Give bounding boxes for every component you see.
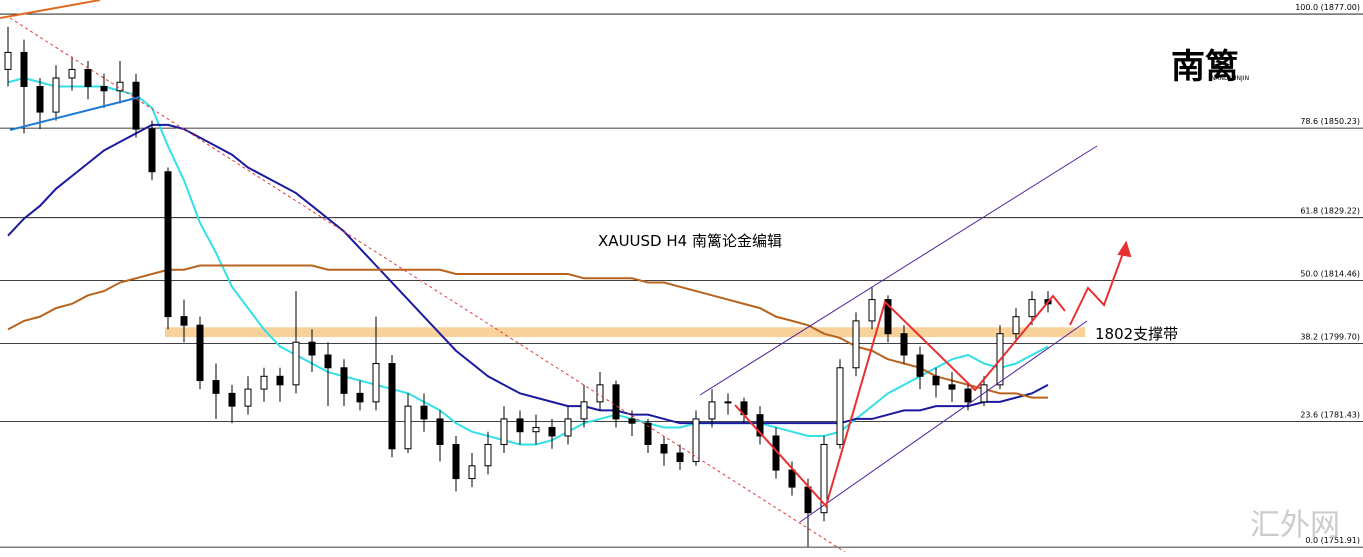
fib-label: 50.0 (1814.46) [1300,270,1360,279]
arrow-path [1069,244,1127,326]
candle-body [964,388,972,403]
candle-body [308,341,316,356]
candle-body [548,426,556,437]
candle-body [660,443,668,454]
logo: 南篱 [1171,47,1239,87]
candle-body [676,452,684,463]
candle-body [612,384,620,420]
candle-body [84,68,92,88]
fib-label: 61.8 (1829.22) [1300,207,1360,216]
candle-body [372,363,380,403]
candle-body [52,77,60,113]
watermark: 汇外网 [1250,508,1340,543]
candle-body [948,384,956,390]
candle-body [148,128,156,173]
candle-body [836,367,844,445]
candle-body [180,316,188,326]
candle-body [132,81,140,130]
support-band [165,327,1085,338]
candle-body [1012,316,1020,335]
fib-label: 0.0 (1751.91) [1305,536,1360,545]
candle-body [868,299,876,322]
candle-body [244,388,252,407]
candle-body [20,51,28,88]
candle-body [4,51,12,70]
candle-body [468,465,476,480]
trend-line [9,96,141,131]
candle-body [276,375,284,386]
candle-body [564,418,572,437]
candle-body [692,418,700,463]
logo-subtext: NANLILUNJIN [1211,75,1249,82]
candle-body [340,367,348,394]
candle-body [596,384,604,403]
arrow-head [1117,240,1132,258]
drawings [0,0,1132,553]
candle-body [516,418,524,433]
candle-body [884,299,892,335]
moving-average [7,123,1049,425]
candle-body [452,443,460,480]
candle-body [900,333,908,356]
moving-average [7,76,1049,446]
fib-label: 78.6 (1850.23) [1300,117,1360,126]
fib-label: 38.2 (1799.70) [1300,332,1360,341]
arrow-path [734,294,1066,509]
annotation: 1802支撑带 [1095,325,1178,343]
candle-body [820,443,828,514]
candle-body [628,418,636,424]
candle-body [916,354,924,377]
candle-body [404,405,412,450]
channel-line [799,320,1088,523]
candle-body [756,414,764,437]
candle-body [68,68,76,79]
candle-body [532,426,540,433]
fib-label: 23.6 (1781.43) [1300,410,1360,419]
arrows [734,240,1132,509]
candle-body [436,418,444,445]
candle-body [164,171,172,318]
candle-body [644,422,652,445]
candle-body [196,324,204,382]
candle-body [100,86,108,92]
candle-body [500,418,508,445]
candle-body [788,469,796,488]
candle-body [724,401,732,404]
fib-label: 100.0 (1877.00) [1295,3,1360,12]
moving-average [7,264,1048,399]
candle-body [804,486,812,514]
candle-body [36,86,44,113]
chart-title: XAUUSD H4 南篱论金编辑 [598,232,782,250]
candle-body [420,405,428,420]
candle-body [260,375,268,390]
data-layer: 100.0 (1877.00) 78.6 (1850.23) 61.8 (1829.… [0,3,1363,548]
candle-body [932,375,940,386]
candle-body [708,401,716,420]
candle-body [484,443,492,467]
candle-body [356,392,364,403]
candle-body [212,380,220,394]
candle-body [292,341,300,386]
candle-body [852,320,860,369]
candle-body [580,401,588,420]
trend-line [0,0,101,19]
channel-line [699,145,1098,396]
candle-body [324,354,332,369]
candle-body [388,363,396,450]
candle-body [1028,299,1036,318]
candle-body [228,392,236,407]
